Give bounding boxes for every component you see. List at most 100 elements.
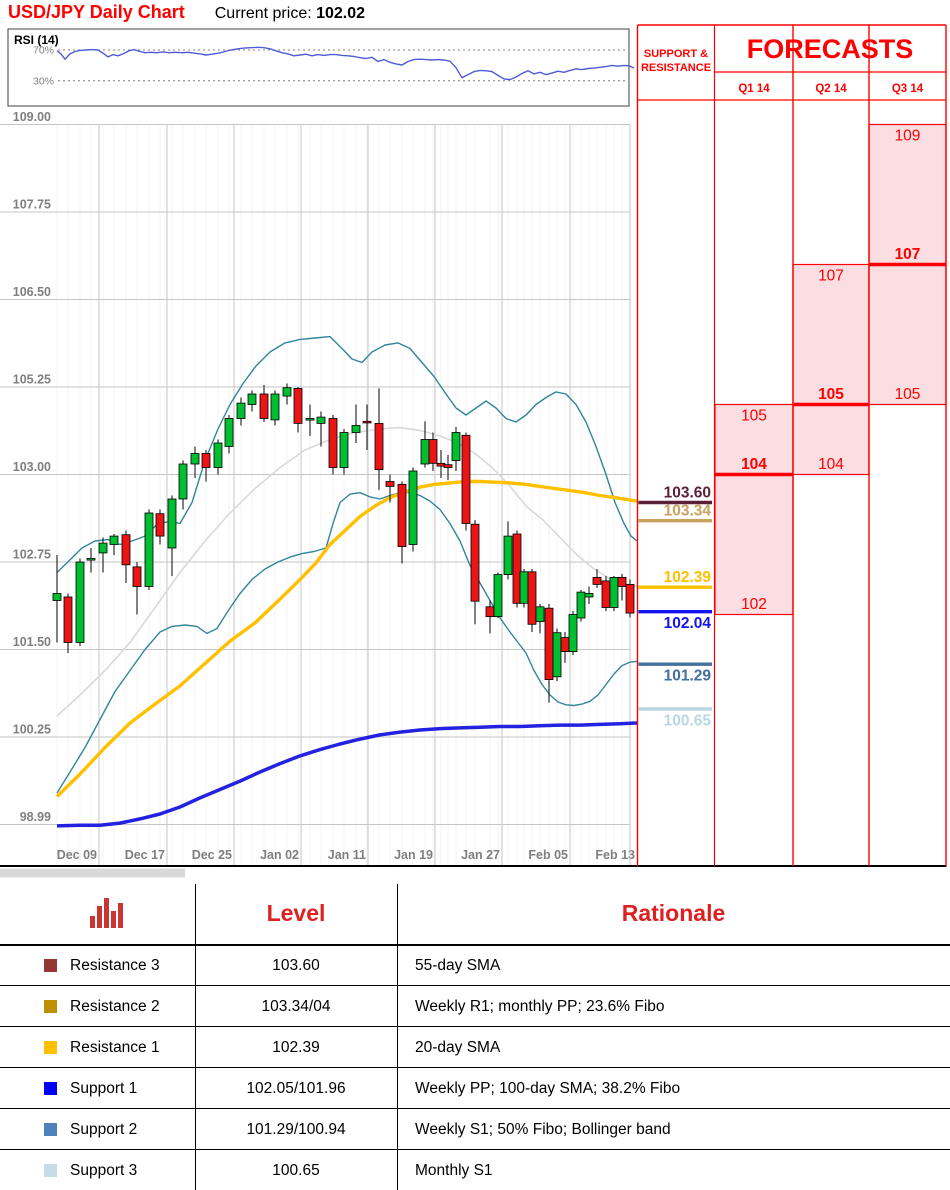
page-title: USD/JPY Daily Chart: [8, 2, 185, 22]
candle: [397, 483, 407, 547]
current-price-value: 102.02: [316, 5, 366, 22]
sr-header-line2: RESISTANCE: [641, 62, 711, 74]
forecast-level: 107: [818, 268, 844, 285]
candle: [568, 614, 578, 652]
forecast-level: 107: [895, 246, 921, 263]
candle: [86, 558, 96, 561]
candle: [552, 632, 562, 678]
level-name: Resistance 2: [44, 986, 160, 1027]
candle: [224, 418, 234, 447]
row-rule: [0, 985, 950, 986]
candle: [98, 542, 108, 554]
row-rule: [0, 1108, 950, 1109]
candle: [512, 533, 522, 604]
level-rationale: Weekly PP; 100-day SMA; 38.2% Fibo: [415, 1079, 681, 1097]
level-color-swatch: [44, 959, 57, 972]
table-row: Support 1 102.05/101.96 Weekly PP; 100-day…: [0, 1068, 950, 1109]
candle: [167, 498, 177, 549]
rsi-line: [56, 46, 635, 81]
titlebar: USD/JPY Daily Chart Current price: 102.0…: [8, 2, 365, 23]
rsi-panel: [7, 28, 630, 107]
level-color-swatch: [44, 1082, 57, 1095]
candle: [316, 416, 326, 424]
candle: [625, 584, 635, 614]
candle: [485, 606, 495, 617]
candle: [428, 439, 438, 464]
level-color-swatch: [44, 1164, 57, 1177]
sr-level-label: 101.29: [664, 668, 712, 685]
x-axis-label: Jan 19: [394, 848, 433, 862]
candle: [535, 606, 545, 622]
table-row: Resistance 3 103.60 55-day SMA: [0, 945, 950, 986]
level-column-header: Level: [266, 899, 326, 926]
table-row: Resistance 1 102.39 20-day SMA: [0, 1027, 950, 1068]
rsi-threshold-label: 30%: [33, 75, 54, 87]
forecast-level: 102: [741, 596, 767, 613]
y-axis-label: 105.25: [13, 373, 51, 387]
forecast-range-box: [714, 403, 794, 616]
candle: [155, 513, 165, 537]
y-axis-label: 109.00: [13, 110, 51, 124]
level-rationale: 20-day SMA: [415, 1038, 501, 1056]
level-value: 103.60: [272, 956, 320, 974]
main-chart: 109.00 107.75 106.50 105.25 103.00 102.75 101.…: [0, 24, 947, 878]
sr-level-label: 102.39: [664, 569, 712, 586]
row-rule: [0, 1026, 950, 1027]
level-value: 102.39: [272, 1038, 320, 1056]
candle: [144, 512, 154, 587]
forecast-level: 109: [895, 128, 921, 145]
candlestick-series: [52, 383, 635, 703]
sr-level-label: 100.65: [664, 713, 712, 730]
candle: [527, 571, 537, 625]
candle: [544, 607, 554, 681]
candle: [328, 418, 338, 468]
quarter-header: Q3 14: [892, 83, 924, 95]
forecasts-title: FORECASTS: [747, 34, 914, 64]
candle: [121, 534, 131, 566]
level-color-swatch: [44, 1041, 57, 1054]
candle: [374, 422, 384, 470]
candle: [408, 470, 418, 545]
candle: [213, 442, 223, 468]
y-axis-label: 102.75: [13, 548, 51, 562]
x-axis-label: Feb 05: [528, 848, 568, 862]
candle: [503, 535, 513, 575]
candle: [270, 393, 280, 421]
sma-20-line: [56, 426, 638, 717]
current-price-label: Current price:: [214, 5, 312, 22]
forecast-level: 105: [895, 386, 921, 403]
candle: [52, 593, 62, 601]
header-rule: [0, 944, 950, 946]
sr-header-line1: SUPPORT &: [644, 48, 708, 60]
level-value: 103.34/04: [261, 997, 331, 1015]
forecast-range-box: [792, 263, 870, 476]
candle: [601, 580, 611, 608]
y-axis-label: 100.25: [13, 723, 51, 737]
rationale-column-header: Rationale: [621, 899, 726, 926]
y-axis-label: 106.50: [13, 285, 51, 299]
candle: [178, 463, 188, 500]
footer-strip: [0, 868, 185, 878]
candle: [584, 593, 594, 598]
candle: [305, 418, 315, 421]
level-rationale: Weekly S1; 50% Fibo; Bollinger band: [415, 1120, 671, 1138]
candle: [576, 591, 586, 619]
table-divider-1: [195, 884, 196, 1190]
sr-level-label: 103.60: [664, 485, 711, 502]
table-row: Support 3 100.65 Monthly S1: [0, 1150, 950, 1190]
quarter-header: Q1 14: [738, 83, 770, 95]
level-rationale: 55-day SMA: [415, 956, 501, 974]
rsi-label: RSI (14): [14, 33, 59, 47]
candle: [560, 637, 570, 652]
level-name: Resistance 3: [44, 945, 160, 986]
levels-table: Level Rationale Resistance 3 103.60 55-day…: [0, 882, 950, 1190]
sr-level-label: 102.04: [664, 615, 712, 632]
quarter-header: Q2 14: [815, 83, 847, 95]
ma-blue-line: [56, 721, 638, 828]
sr-level-label: 103.34: [664, 503, 712, 520]
x-axis-label: Jan 27: [461, 848, 500, 862]
candle: [109, 535, 119, 545]
y-axis-label: 98.99: [20, 810, 51, 824]
x-axis-label: Dec 25: [192, 848, 232, 862]
